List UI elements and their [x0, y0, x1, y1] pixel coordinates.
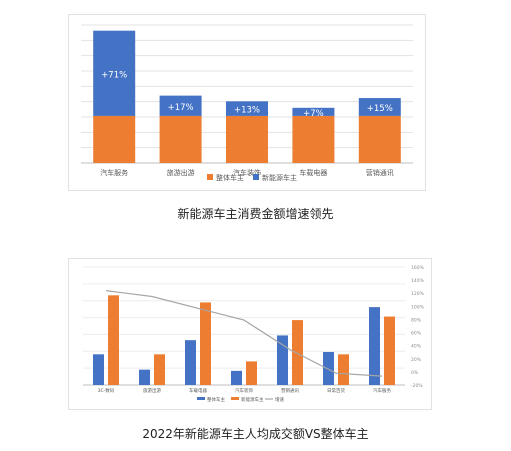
bar-overall-4	[277, 335, 288, 385]
y2-tick-label-9: -20%	[411, 383, 423, 389]
y2-tick-label-3: 100%	[411, 304, 425, 310]
legend-label-2: 增速	[275, 396, 284, 403]
y2-tick-label-1: 140%	[411, 278, 425, 284]
bar-nev-6	[384, 316, 395, 385]
x-tick-label-0: 3C-数码	[98, 387, 115, 394]
data-label-4: +15%	[367, 104, 393, 114]
chart2-svg: 160% 140% 120% 100% 80% 60% 40% 20% 0% -20% 3C-数码 旅…	[83, 265, 425, 403]
bar-overall-1	[139, 369, 150, 385]
bar-nev-3	[292, 107, 335, 116]
data-label-3: +7%	[303, 109, 324, 119]
y2-tick-label-8: 0%	[411, 370, 419, 376]
y2-tick-label-6: 40%	[411, 344, 422, 350]
growth-line	[105, 290, 383, 377]
bar-overall-5	[323, 351, 334, 385]
legend-swatch-1	[253, 174, 259, 180]
legend-label-0: 整体车主	[216, 173, 244, 182]
x-tick-label-3: 车载电器	[299, 168, 327, 177]
y2-tick-label-4: 80%	[411, 317, 422, 323]
data-label-2: +13%	[234, 106, 260, 116]
bar-nev-3	[246, 361, 257, 385]
legend-label-1: 新能源车主	[241, 396, 264, 403]
bar-nev-4	[292, 320, 303, 385]
bar-nev-5	[338, 354, 349, 385]
x-tick-label-5: 日常百货	[327, 387, 345, 394]
bar-nev-1	[154, 354, 165, 385]
y2-tick-label-5: 60%	[411, 331, 422, 337]
x-tick-label-4: 营销通讯	[366, 168, 394, 177]
chart1-title: 新能源车主消费金额增速领先	[177, 207, 334, 221]
x-tick-label-1: 旅游出游	[167, 168, 195, 177]
y2-tick-label-0: 160%	[411, 265, 425, 271]
y2-tick-label-2: 120%	[411, 291, 425, 297]
x-tick-label-6: 汽车服务	[373, 387, 391, 394]
bar-overall-0	[93, 115, 136, 163]
chart2-panel: 160% 140% 120% 100% 80% 60% 40% 20% 0% -20% 3C-数码 旅…	[68, 258, 432, 410]
chart1-svg: +71% 汽车服务 +17% 旅游出游 +13% 汽车装饰 +7% 车载电器 +15% 营销通讯整…	[81, 24, 413, 182]
bar-nev-4	[358, 98, 401, 116]
bar-overall-3	[292, 115, 335, 163]
legend-swatch-0	[207, 174, 213, 180]
bar-overall-4	[358, 115, 401, 163]
x-tick-label-2: 车载电器	[189, 387, 207, 394]
bar-overall-0	[93, 354, 104, 385]
bar-nev-0	[93, 30, 136, 116]
bar-nev-2	[226, 101, 268, 116]
legend-label-1: 新能源车主	[262, 173, 297, 182]
data-label-1: +17%	[168, 103, 194, 113]
legend-swatch-0	[197, 397, 205, 400]
bar-overall-6	[369, 307, 380, 385]
x-tick-label-0: 汽车服务	[100, 168, 128, 177]
bar-overall-1	[159, 115, 202, 163]
x-tick-label-3: 汽车装饰	[235, 387, 253, 394]
bar-nev-1	[159, 95, 202, 116]
y2-tick-label-7: 20%	[411, 357, 422, 363]
legend-label-0: 整体车主	[207, 396, 225, 403]
x-tick-label-4: 营销通讯	[281, 387, 299, 394]
chart1-panel: +71% 汽车服务 +17% 旅游出游 +13% 汽车装饰 +7% 车载电器 +15% 营销通讯整…	[68, 14, 426, 191]
bar-overall-3	[231, 370, 242, 385]
legend-swatch-1	[231, 397, 239, 400]
chart2-title: 2022年新能源车主人均成交额VS整体车主	[142, 427, 369, 441]
data-label-0: +71%	[101, 70, 127, 80]
x-tick-label-2: 汽车装饰	[233, 168, 261, 177]
bar-nev-2	[200, 302, 211, 385]
bar-nev-0	[108, 295, 119, 385]
x-tick-label-1: 旅游出游	[143, 387, 161, 394]
bar-overall-2	[185, 340, 196, 385]
bar-overall-2	[226, 115, 268, 163]
